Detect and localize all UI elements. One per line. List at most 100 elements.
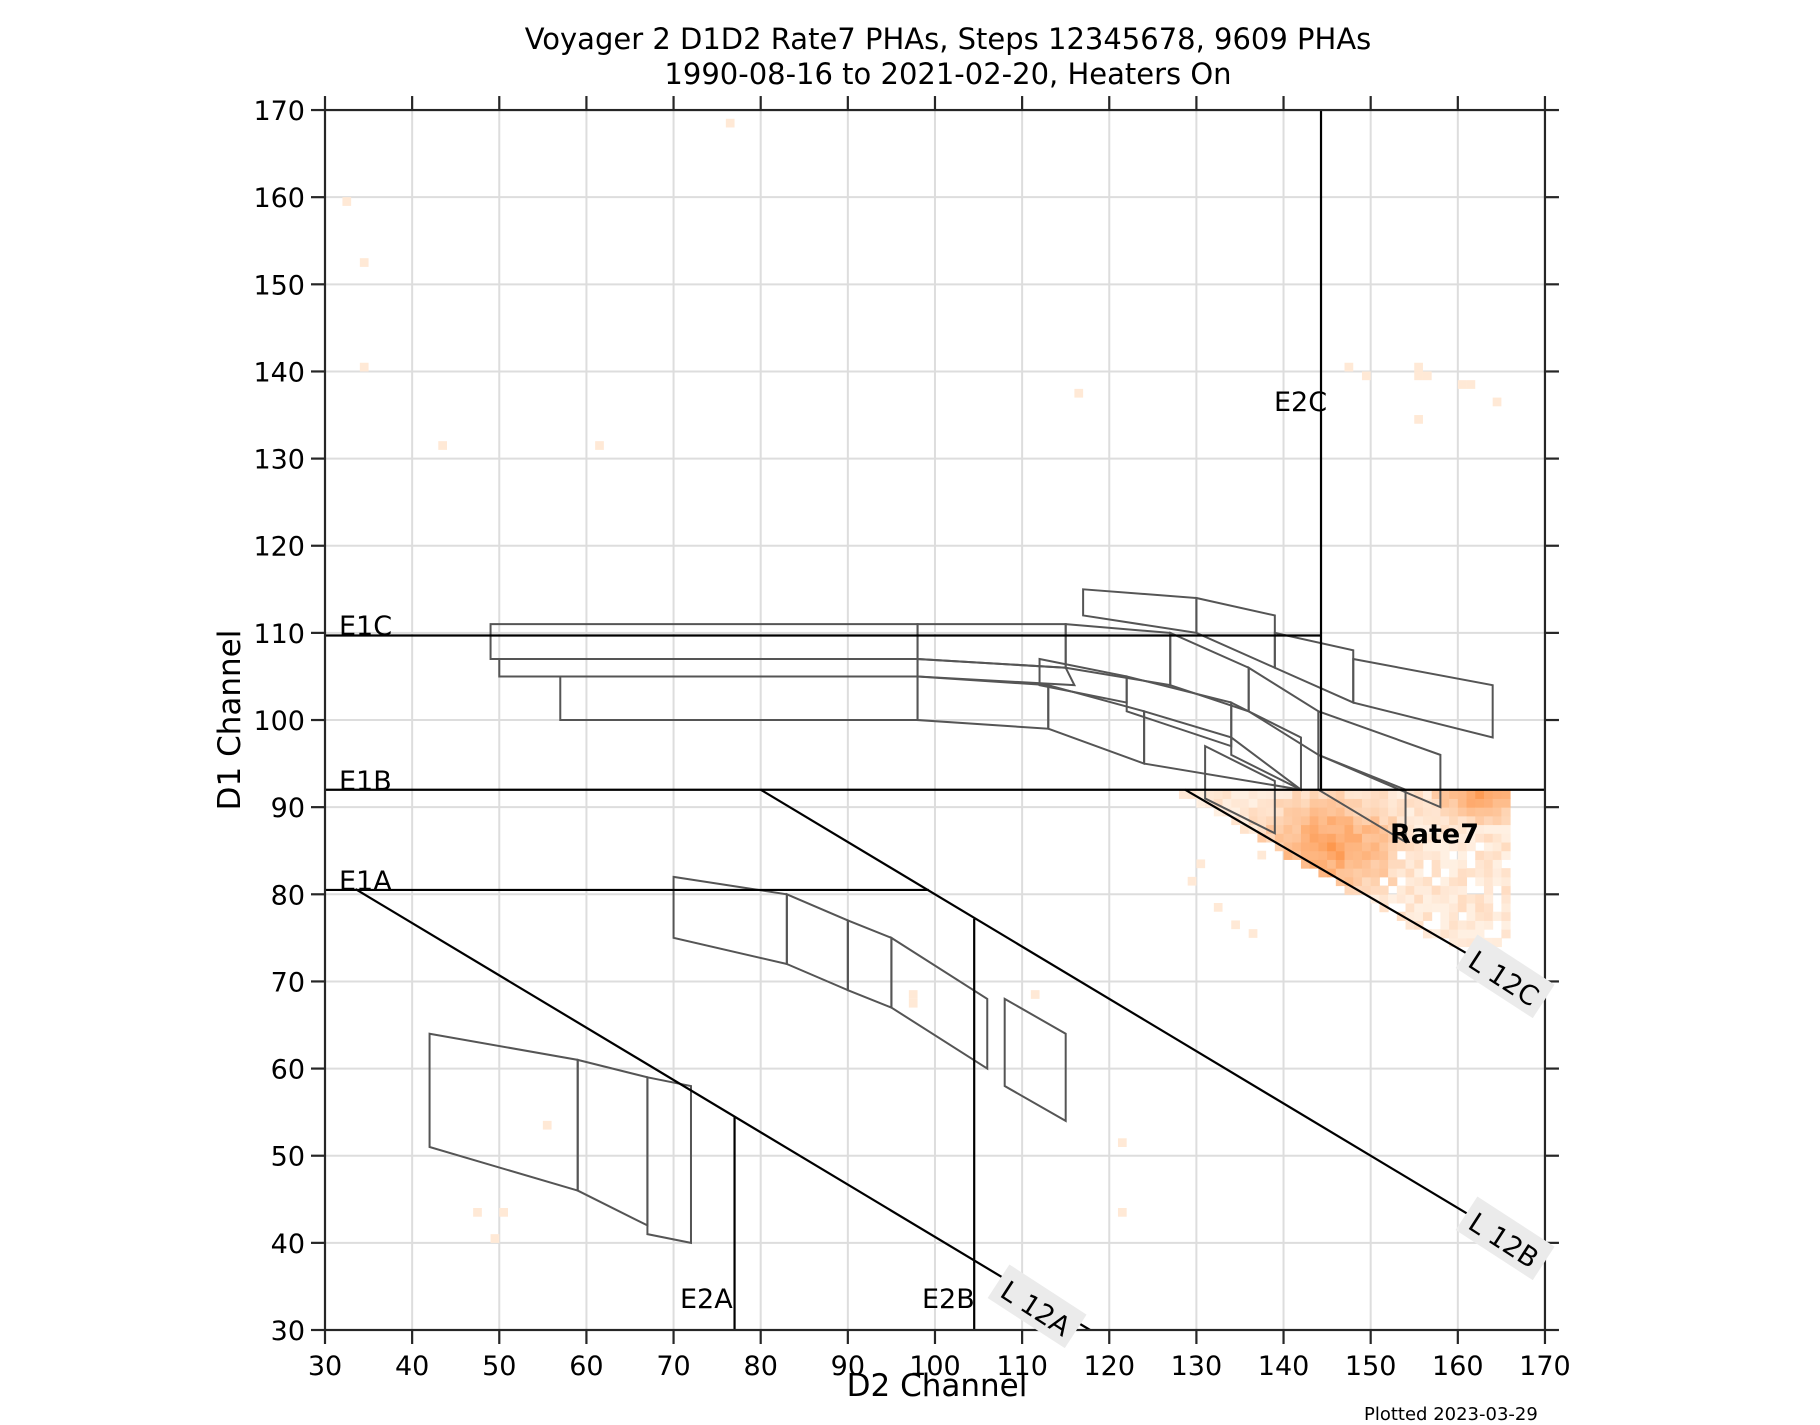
heatmap-cell [1405, 920, 1415, 930]
heatmap-cell [1396, 868, 1407, 878]
heatmap-cell [1370, 798, 1380, 808]
heatmap-cell [1405, 903, 1415, 913]
heatmap-cell [1318, 798, 1328, 808]
heatmap-cell [1431, 859, 1441, 869]
heatmap-cell [1483, 920, 1494, 930]
plotted-date: Plotted 2023-03-29 [1364, 1404, 1538, 1425]
heatmap-cell [1266, 789, 1276, 799]
heatmap-cell [1379, 807, 1389, 817]
heatmap-cell [1492, 876, 1502, 887]
chart-title: Voyager 2 D1D2 Rate7 PHAs, Steps 1234567… [0, 22, 1820, 92]
heatmap-cell [1457, 833, 1468, 843]
heatmap-cell [1440, 798, 1450, 808]
heatmap-cell [1457, 903, 1468, 913]
heatmap-cell [1431, 929, 1441, 939]
heatmap-cell [1483, 815, 1494, 826]
heatmap-cell [1309, 824, 1319, 834]
x-tick-label: 90 [831, 1351, 865, 1382]
x-tick-label: 60 [569, 1351, 603, 1382]
heatmap-cell [1422, 815, 1433, 826]
heatmap-cell [1388, 859, 1398, 869]
y-tick-label: 90 [271, 793, 305, 824]
heatmap-cell [1414, 903, 1424, 913]
heatmap-cell [1466, 894, 1476, 904]
heatmap-cell [1457, 380, 1467, 389]
x-tick-label: 50 [482, 1351, 516, 1382]
label-L12B-box: L 12B [1455, 1196, 1555, 1281]
heatmap-cell [1300, 859, 1311, 869]
heatmap-cell [1449, 807, 1459, 817]
heatmap-cell [1361, 789, 1372, 799]
heatmap-cell [1440, 789, 1450, 799]
heatmap-cell [1457, 920, 1468, 930]
heatmap-cell [1422, 894, 1433, 904]
heatmap-cell [1422, 833, 1433, 843]
heatmap-cell [1466, 833, 1476, 843]
heatmap-cell [908, 998, 918, 1008]
heatmap-cell [1414, 894, 1424, 904]
axes-frame [311, 96, 1559, 1344]
heatmap-cell [1405, 894, 1415, 904]
heatmap-cell [1300, 850, 1311, 860]
heatmap-cell [490, 1234, 500, 1243]
species-box [1352, 657, 1494, 739]
heatmap-cell [1396, 894, 1407, 904]
heatmap-cell [1361, 850, 1372, 860]
heatmap-cell [1457, 929, 1468, 939]
heatmap-cell [1405, 798, 1415, 808]
heatmap-cell [1475, 850, 1485, 860]
heatmap-cell [1222, 807, 1232, 817]
heatmap-cell [1213, 807, 1224, 817]
heatmap-cell [1274, 842, 1285, 852]
heatmap-cell [1431, 850, 1441, 860]
species-box [576, 1058, 649, 1228]
heatmap-cell [1492, 937, 1502, 948]
heatmap-cell [1466, 911, 1476, 921]
heatmap-cell [1501, 903, 1511, 913]
heatmap-cell [1405, 885, 1415, 895]
species-box [1169, 631, 1250, 713]
heatmap-cell [1370, 789, 1380, 799]
heatmap-cell [1370, 807, 1380, 817]
heatmap-cell [1475, 859, 1485, 869]
heatmap-cell [1414, 415, 1423, 424]
heatmap-cell [1344, 833, 1354, 843]
species-box [916, 657, 1077, 687]
heatmap-cell [1492, 789, 1502, 799]
x-axis-label: D2 Channel [847, 1368, 1028, 1404]
heatmap-cell [1414, 911, 1424, 921]
species-box [428, 1032, 579, 1192]
heatmap-cell [359, 258, 369, 267]
heatmap-cell [1457, 798, 1468, 808]
heatmap-cell [1257, 824, 1267, 834]
heatmap-cell [1361, 833, 1372, 843]
heatmap-cell [1431, 798, 1441, 808]
heatmap-cell [1422, 824, 1433, 834]
heatmap-cell [1274, 815, 1285, 826]
heatmap-cell [1483, 903, 1494, 913]
heatmap-cell [1466, 824, 1476, 834]
heatmap-cell [725, 118, 735, 128]
heatmap-cell [1231, 920, 1240, 930]
species-box [1317, 753, 1407, 844]
heatmap-cell [1501, 815, 1511, 826]
heatmap-cell [1483, 807, 1494, 817]
heatmap-cell [1300, 807, 1311, 817]
heatmap-cell [1457, 868, 1468, 878]
heatmap-cell [1327, 807, 1337, 817]
x-tick-label: 120 [1083, 1351, 1135, 1382]
heatmap-cell [1335, 807, 1346, 817]
heatmap-cell [1501, 894, 1511, 904]
heatmap-cell [1483, 789, 1494, 799]
heatmap-cell [1414, 362, 1423, 372]
heatmap-cell [1501, 876, 1511, 887]
heatmap-cell [1483, 911, 1494, 921]
heatmap-cell [1414, 885, 1424, 895]
heatmap-cell [1466, 868, 1476, 878]
heatmap-cell [1335, 859, 1346, 869]
heatmap-cell [1475, 868, 1485, 878]
heatmap-cell [1440, 903, 1450, 913]
heatmap-cell [1388, 815, 1398, 826]
heatmap-cell [1475, 815, 1485, 826]
heatmap-cell [1396, 859, 1407, 869]
